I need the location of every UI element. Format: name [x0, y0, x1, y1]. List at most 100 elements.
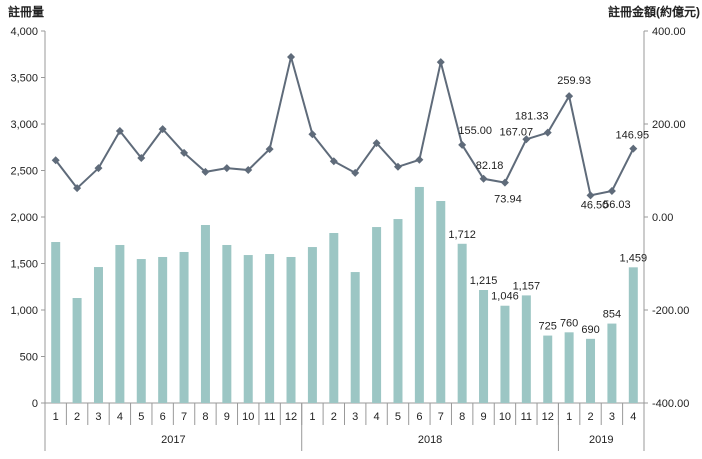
year-label: 2019 — [589, 434, 613, 446]
bar — [72, 298, 82, 403]
line-marker — [287, 53, 296, 62]
bar-data-label: 854 — [603, 309, 621, 321]
bar — [457, 243, 467, 403]
bar — [414, 186, 424, 403]
line-marker — [201, 167, 210, 176]
left-tick-label: 3,500 — [10, 73, 38, 85]
month-label: 4 — [374, 411, 380, 423]
line-data-label: 155.00 — [458, 125, 492, 137]
bar — [158, 256, 168, 403]
right-tick-label: 400.00 — [652, 26, 686, 38]
month-label: 3 — [609, 411, 615, 423]
line-data-label: 56.03 — [603, 199, 631, 211]
month-label: 8 — [459, 411, 465, 423]
amount-line — [54, 56, 635, 197]
month-label: 12 — [542, 411, 554, 423]
right-tick-label: -400.00 — [652, 398, 689, 410]
bar — [350, 272, 360, 403]
month-label: 12 — [285, 411, 297, 423]
month-label: 10 — [499, 411, 511, 423]
bar — [521, 295, 531, 403]
line-marker — [393, 162, 402, 171]
line-marker — [51, 156, 60, 165]
line-marker — [308, 130, 317, 139]
bar — [628, 267, 638, 403]
year-label: 2018 — [418, 434, 442, 446]
bar — [200, 224, 210, 403]
right-tick-label: -200.00 — [652, 305, 689, 317]
bar — [393, 219, 403, 403]
line-marker — [500, 178, 509, 187]
left-tick-label: 3,000 — [10, 119, 38, 131]
line-marker — [73, 184, 82, 193]
bar-data-label: 760 — [560, 317, 578, 329]
bar-data-label: 690 — [581, 324, 599, 336]
left-tick-label: 4,000 — [10, 26, 38, 38]
month-label: 9 — [480, 411, 486, 423]
month-label: 10 — [242, 411, 254, 423]
bar — [479, 290, 489, 403]
bar — [607, 323, 617, 403]
bar — [286, 256, 296, 403]
bar-data-label: 1,215 — [470, 275, 498, 287]
month-label: 5 — [395, 411, 401, 423]
month-label: 11 — [521, 411, 532, 423]
line-marker — [629, 144, 638, 153]
bar — [436, 201, 446, 403]
bar — [243, 255, 253, 403]
line-marker — [222, 164, 231, 173]
month-label: 1 — [566, 411, 572, 423]
month-label: 4 — [630, 411, 636, 423]
bar-data-label: 1,046 — [491, 291, 519, 303]
line-data-label: 73.94 — [494, 194, 522, 206]
month-label: 2 — [587, 411, 593, 423]
line-marker — [94, 164, 103, 173]
month-label: 6 — [160, 411, 166, 423]
bar-data-label: 1,712 — [448, 229, 476, 241]
line-marker — [329, 157, 338, 166]
bar — [586, 338, 596, 403]
bar — [307, 247, 317, 403]
month-label: 3 — [95, 411, 101, 423]
line-marker — [479, 174, 488, 183]
bar — [372, 227, 382, 403]
line-marker — [543, 128, 552, 137]
line-marker — [458, 140, 467, 149]
month-label: 5 — [138, 411, 144, 423]
bar — [543, 335, 553, 403]
month-label: 3 — [352, 411, 358, 423]
bar-data-label: 725 — [539, 321, 557, 333]
bar — [329, 232, 339, 403]
month-label: 7 — [438, 411, 444, 423]
month-label: 4 — [117, 411, 123, 423]
year-label: 2017 — [161, 434, 185, 446]
right-tick-label: 200.00 — [652, 119, 686, 131]
month-label: 2 — [74, 411, 80, 423]
line-marker — [586, 191, 595, 200]
left-tick-label: 0 — [32, 398, 38, 410]
bar — [93, 267, 103, 403]
month-label: 1 — [53, 411, 59, 423]
bar — [265, 254, 275, 403]
bar — [136, 259, 146, 403]
line-marker — [565, 92, 574, 101]
right-tick-label: 0.00 — [652, 212, 673, 224]
line-data-label: 181.33 — [515, 111, 549, 123]
left-tick-label: 1,500 — [10, 259, 38, 271]
line-data-label: 167.07 — [500, 126, 534, 138]
month-label: 7 — [181, 411, 187, 423]
line-marker — [415, 155, 424, 164]
bar — [115, 244, 125, 403]
line-marker — [115, 126, 124, 135]
line-marker — [137, 153, 146, 162]
line-data-label: 46.50 — [581, 199, 609, 211]
line-data-label: 146.95 — [615, 130, 649, 142]
left-tick-label: 2,500 — [10, 166, 38, 178]
left-tick-label: 500 — [20, 352, 38, 364]
line-marker — [372, 139, 381, 148]
line-marker — [522, 135, 531, 144]
line-marker — [351, 168, 360, 177]
month-label: 2 — [331, 411, 337, 423]
line-marker — [265, 145, 274, 154]
line-marker — [244, 166, 253, 175]
